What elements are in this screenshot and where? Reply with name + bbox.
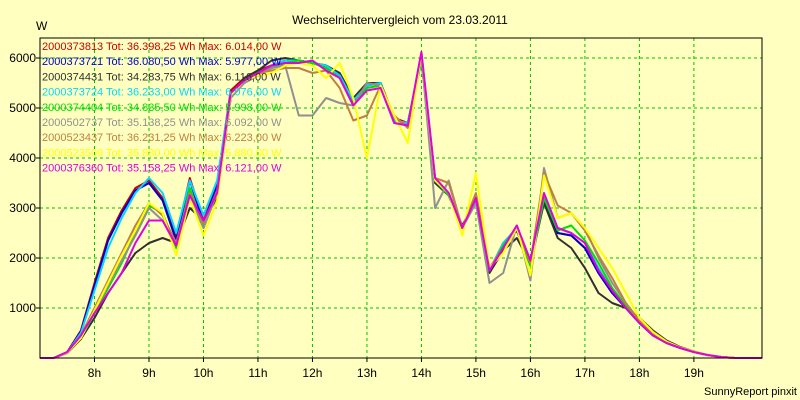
x-tick-label: 10h xyxy=(193,366,213,380)
legend-entry: 2000523437 Tot: 36.231,25 Wh Max: 6.223,… xyxy=(42,132,282,144)
legend-entry: 2000373724 Tot: 36.233,00 Wh Max: 6.076,… xyxy=(42,87,282,99)
legend: 2000373813 Tot: 36.398,25 Wh Max: 6.014,… xyxy=(42,41,282,175)
x-tick-label: 14h xyxy=(411,366,431,380)
x-tick-label: 13h xyxy=(357,366,377,380)
footer-credit: SunnyReport pinxit xyxy=(704,386,797,398)
y-axis-label: W xyxy=(36,19,48,33)
y-tick-label: 5000 xyxy=(9,101,36,115)
y-tick-label: 1000 xyxy=(9,301,36,315)
legend-entry: 2000373721 Tot: 36.080,50 Wh Max: 5.977,… xyxy=(42,56,282,68)
legend-entry: 2000374431 Tot: 34.283,75 Wh Max: 6.116,… xyxy=(42,71,281,83)
plot-frame xyxy=(39,37,763,359)
legend-entry: 2000376360 Tot: 35.158,25 Wh Max: 6.121,… xyxy=(42,163,282,175)
x-tick-label: 17h xyxy=(575,366,595,380)
x-tick-label: 8h xyxy=(88,366,101,380)
legend-entry: 2000374404 Tot: 34.835,50 Wh Max: 5.998,… xyxy=(42,102,282,114)
legend-entry: 2000523509 Tot: 35.880,00 Wh Max: 5.880,… xyxy=(42,147,282,159)
y-axis-ticks: 1000 2000 3000 4000 5000 6000 xyxy=(9,51,40,315)
series-line-2000376360 xyxy=(40,51,762,359)
series-line-2000523509 xyxy=(40,52,762,359)
x-tick-label: 12h xyxy=(302,366,322,380)
grid xyxy=(40,38,762,358)
chart-title: Wechselrichtervergleich vom 23.03.2011 xyxy=(292,13,508,27)
y-tick-label: 2000 xyxy=(9,251,36,265)
x-tick-label: 19h xyxy=(684,366,704,380)
y-tick-label: 4000 xyxy=(9,151,36,165)
legend-entry: 2000373813 Tot: 36.398,25 Wh Max: 6.014,… xyxy=(42,41,282,53)
x-tick-label: 9h xyxy=(142,366,155,380)
x-axis-ticks: 8h 9h 10h 11h 12h 13h 14h 15h 16h 17h 18h 19h xyxy=(88,358,704,380)
x-tick-label: 18h xyxy=(629,366,649,380)
x-tick-label: 15h xyxy=(466,366,486,380)
x-tick-label: 11h xyxy=(248,366,267,380)
x-tick-label: 16h xyxy=(520,366,540,380)
series-line-2000523437 xyxy=(40,52,762,359)
y-tick-label: 3000 xyxy=(9,201,36,215)
series-lines xyxy=(40,51,762,359)
y-tick-label: 6000 xyxy=(9,51,36,65)
legend-entry: 2000502737 Tot: 35.138,25 Wh Max: 6.092,… xyxy=(42,117,282,129)
